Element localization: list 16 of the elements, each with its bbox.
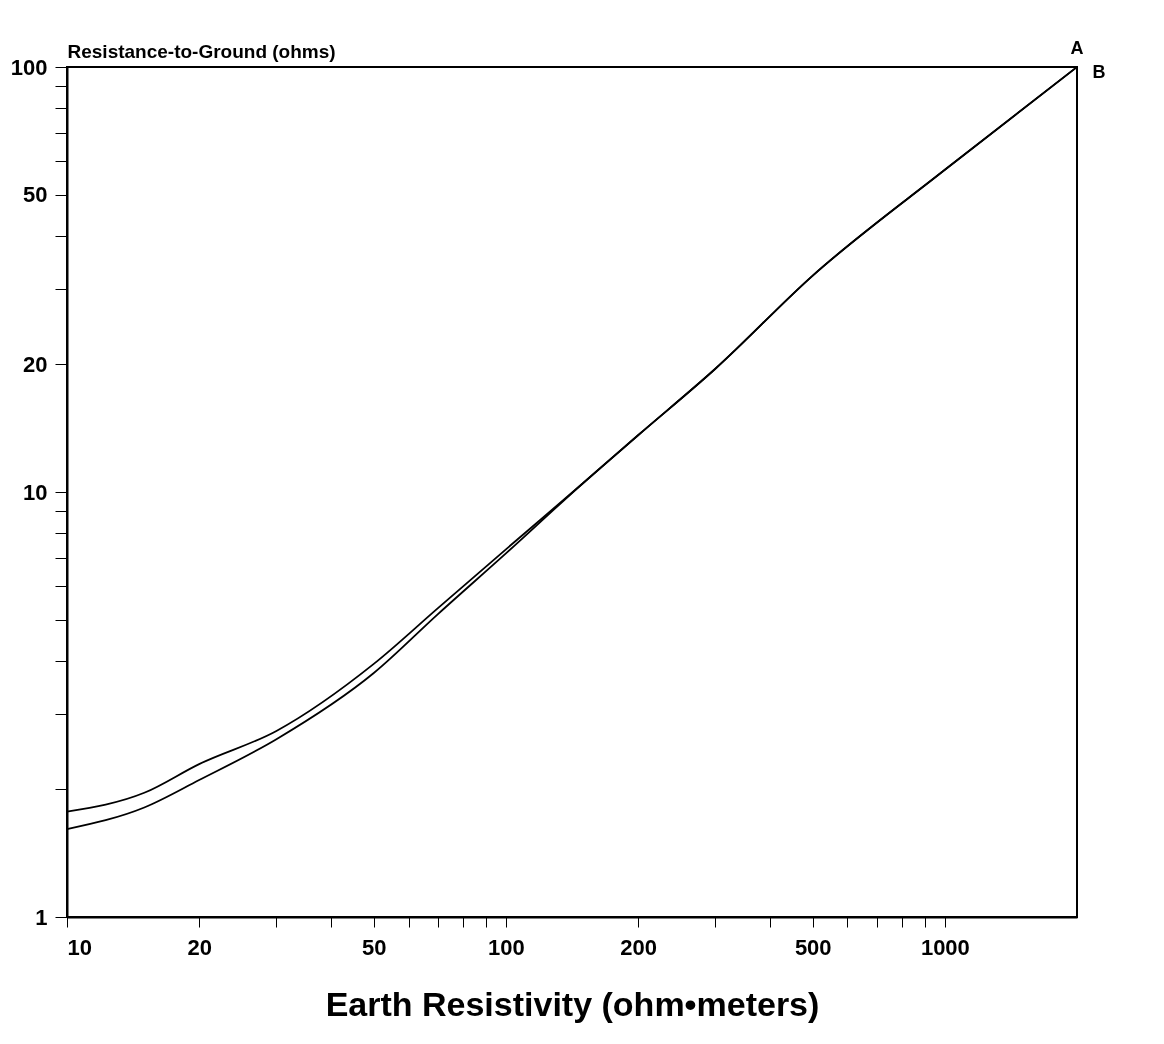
- x-tick-label: 200: [620, 934, 657, 960]
- x-tick-label: 500: [794, 934, 832, 960]
- y-tick-label: 100: [10, 54, 48, 80]
- series-label: B: [1092, 62, 1106, 82]
- x-axis-title: Earth Resistivity (ohm•meters): [325, 984, 820, 1023]
- x-tick-label: 10: [67, 934, 92, 960]
- x-tick-label: 20: [187, 934, 212, 960]
- y-tick-label: 20: [23, 351, 48, 377]
- y-tick-label: 1: [35, 904, 48, 930]
- x-tick-label: 1000: [920, 934, 970, 960]
- x-tick-label: 100: [488, 934, 525, 960]
- y-tick-label: 10: [23, 479, 48, 505]
- x-tick-label: 50: [362, 934, 387, 960]
- series-label: A: [1070, 38, 1084, 58]
- y-tick-label: 50: [23, 182, 48, 208]
- y-axis-title: Resistance-to-Ground (ohms): [67, 40, 336, 62]
